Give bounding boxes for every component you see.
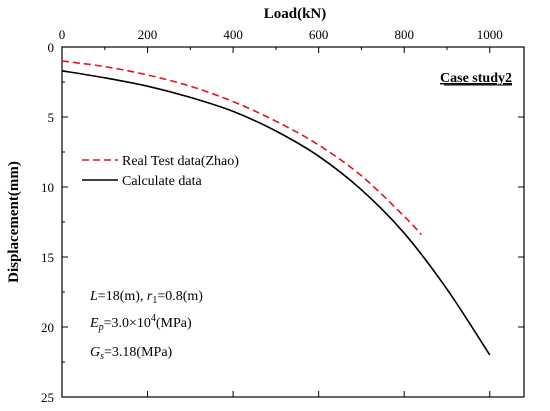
x-tick-label: 600	[309, 27, 329, 42]
y-tick-label: 25	[41, 390, 54, 405]
x-tick-label: 200	[138, 27, 158, 42]
x-tick-label: 0	[59, 27, 66, 42]
param-soil-shear-modulus: Gs=3.18(MPa)	[90, 345, 173, 362]
y-axis-title: Displacement(mm)	[6, 161, 22, 283]
legend: Real Test data(Zhao) Calculate data	[82, 154, 239, 189]
legend-label-calculate: Calculate data	[122, 174, 202, 189]
x-tick-label: 1000	[477, 27, 503, 42]
y-tick-label: 5	[48, 110, 55, 125]
y-tick-label: 0	[48, 40, 55, 55]
y-tick-label: 10	[41, 180, 54, 195]
series-line-real-test	[61, 60, 422, 236]
x-tick-label: 800	[394, 27, 414, 42]
param-pile-modulus: Ep=3.0×104(MPa)	[89, 313, 192, 333]
x-axis-title: Load(kN)	[264, 6, 327, 22]
y-tick-label: 15	[41, 250, 54, 265]
x-tick-label: 400	[223, 27, 243, 42]
legend-label-real-test: Real Test data(Zhao)	[122, 154, 239, 169]
x-axis-ticks: 0 200 400 600 800 1000	[59, 27, 503, 397]
series-layer	[61, 60, 491, 356]
param-length-radius: L=18(m), r1=0.8(m)	[89, 289, 203, 306]
case-study-label: Case study2	[440, 71, 512, 86]
y-tick-label: 20	[41, 320, 54, 335]
series-line-calculate	[61, 70, 491, 356]
y-axis-ticks: 0 5 10 15 20 25	[41, 40, 524, 405]
